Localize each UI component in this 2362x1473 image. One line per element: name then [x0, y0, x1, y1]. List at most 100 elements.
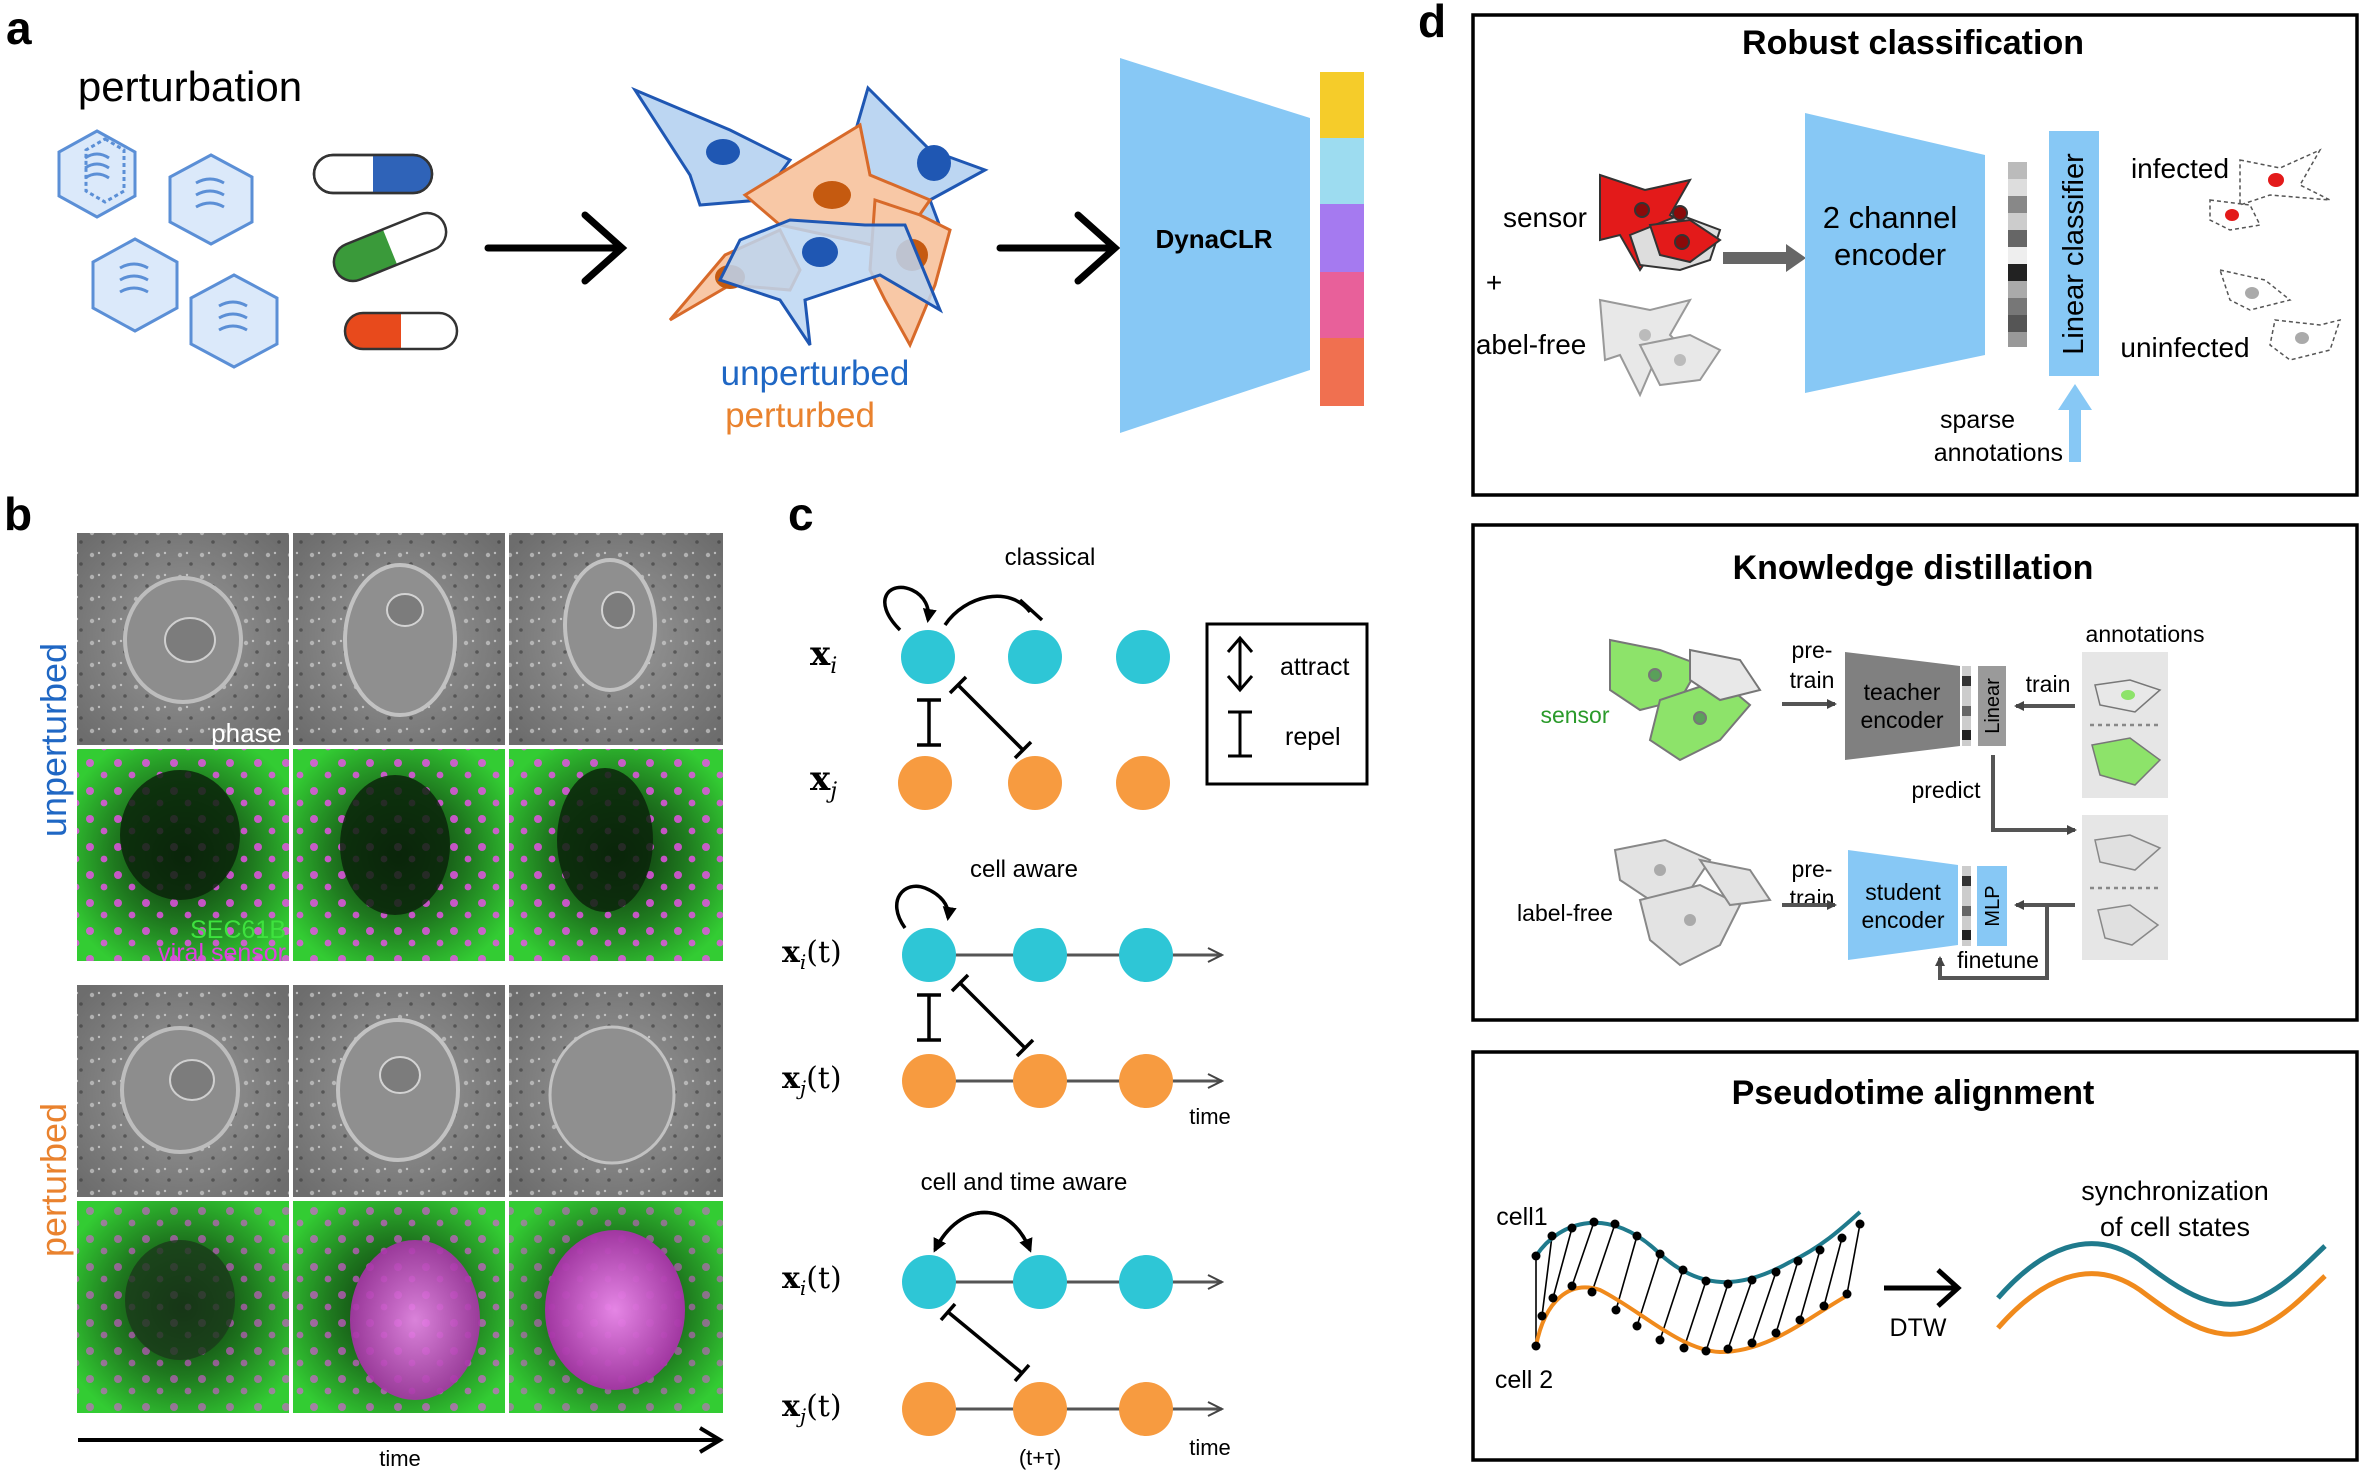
embedding-vector: [2008, 162, 2027, 347]
embedding-node-j: [1119, 1054, 1173, 1108]
synced-cell2: [1996, 1271, 2327, 1337]
predict-arrow: [1991, 755, 2077, 835]
embedding-node-i: [902, 1255, 956, 1309]
tau-label: (t+τ): [1019, 1445, 1061, 1470]
annotations-label: annotations: [1934, 439, 2063, 467]
panel-d-letter: d: [1418, 0, 1446, 47]
embedding-node-i: [1008, 630, 1062, 684]
perturbed-row-label: perturbed: [33, 1103, 74, 1257]
embedding-node-j: [1013, 1054, 1067, 1108]
pill-icon: [343, 311, 459, 351]
sensor-cells: [1599, 173, 1722, 272]
sensor-label-d: sensor: [1540, 702, 1609, 728]
classical-relations: [883, 585, 1044, 760]
embedding-node-j: [902, 1382, 956, 1436]
teacher-embedding: [1962, 666, 1971, 746]
linear-label: Linear: [1982, 678, 2004, 734]
unperturbed-label: unperturbed: [721, 354, 910, 393]
predict-label: predict: [1911, 777, 1981, 803]
knowledge-distillation-box: Knowledge distillation sensor label-free…: [1471, 523, 2359, 1022]
label-free-cells-d: [1613, 838, 1772, 967]
xj-t-label: xj(t): [782, 1389, 842, 1428]
embedding-node-i: [902, 928, 956, 982]
panel-b: b unperturbed perturbed: [4, 488, 724, 1471]
arrow-right-icon: [1884, 1268, 1962, 1308]
teacher-label-1: teacher: [1864, 679, 1941, 705]
microscopy-grid: phase SEC61B viral sensor: [77, 533, 723, 1413]
fluorescence-image: [509, 1201, 723, 1413]
cell1-label: cell1: [1496, 1203, 1547, 1231]
sync-label-1: synchronization: [2081, 1176, 2269, 1206]
sensor-cells-green: [1609, 638, 1762, 762]
phase-image: [509, 985, 723, 1197]
xi-t-label: xi(t): [782, 935, 842, 974]
teacher-label-2: encoder: [1860, 707, 1943, 733]
pill-icon: [332, 211, 448, 283]
panel-a-letter: a: [6, 2, 32, 54]
repel-label: repel: [1285, 723, 1341, 751]
two-channel-encoder: [1805, 113, 1985, 393]
classical-label: classical: [1005, 544, 1096, 571]
virus-icon: [189, 273, 279, 369]
encoder-label-2: encoder: [1834, 237, 1946, 272]
pretrain-label-2b: train: [1790, 885, 1835, 911]
cell-shape: [2091, 737, 2162, 786]
plus-label: +: [1486, 267, 1502, 298]
cell-aware-relations: [894, 884, 1035, 1058]
teacher-encoder: [1845, 652, 1960, 760]
phase-image: [293, 985, 505, 1197]
sparse-label: sparse: [1940, 406, 2015, 434]
dynaclr-encoder: [1120, 58, 1310, 433]
time-label: time: [379, 1446, 421, 1471]
embedding-node-i: [901, 630, 955, 684]
train-label: train: [2026, 671, 2071, 697]
virus-icon: [91, 237, 179, 333]
infected-cells: [2209, 148, 2331, 231]
embedding-node-i: [1116, 630, 1170, 684]
dynaclr-label: DynaCLR: [1155, 224, 1272, 254]
dtw-warping-lines: [1535, 1221, 1861, 1352]
robust-classification-box: Robust classification sensor + label-fre…: [1470, 13, 2359, 497]
embedding-node-j: [902, 1054, 956, 1108]
distill-title: Knowledge distillation: [1733, 549, 2094, 587]
xi-label: xi: [810, 634, 837, 679]
sync-label-2: of cell states: [2100, 1212, 2250, 1242]
embedding-node-j: [1116, 756, 1170, 810]
fluorescence-image: [293, 1201, 505, 1413]
panel-c-letter: c: [788, 488, 814, 540]
pill-icon: [312, 153, 434, 195]
pseudotime-alignment-box: Pseudotime alignment cell1 cell 2: [1471, 1050, 2359, 1462]
infected-label: infected: [2131, 153, 2229, 184]
alignment-points: [1531, 1217, 1865, 1356]
embedding-node-j: [898, 756, 952, 810]
cell-time-aware-label: cell and time aware: [921, 1169, 1128, 1196]
panel-b-letter: b: [4, 488, 32, 540]
embedding-node-i: [1119, 1255, 1173, 1309]
time-label-c1: time: [1189, 1104, 1231, 1129]
label-free-label: label-free: [1470, 329, 1587, 360]
sec61b-label: SEC61B: [190, 916, 286, 944]
unperturbed-row-label: unperturbed: [33, 643, 74, 837]
annotations-label-d: annotations: [2086, 621, 2205, 647]
phase-image: [77, 533, 289, 745]
mlp-head: [1977, 866, 2007, 946]
finetune-label: finetune: [1957, 947, 2039, 973]
student-label-2: encoder: [1861, 907, 1944, 933]
xj-t-label: xj(t): [782, 1061, 842, 1100]
embedding-node-i: [1119, 928, 1173, 982]
arrow-head: [2058, 384, 2092, 410]
robust-title: Robust classification: [1742, 24, 2084, 62]
pretrain-label-2a: pre-: [1792, 856, 1833, 882]
fluorescence-image: [509, 749, 723, 961]
virus-icon: [57, 129, 137, 219]
cell-cluster: [631, 85, 989, 349]
xi-t-label: xi(t): [782, 1261, 842, 1300]
pretrain-label-1b: train: [1790, 667, 1835, 693]
embedding-node-j: [1008, 756, 1062, 810]
perturbed-label: perturbed: [725, 396, 875, 435]
panel-c: c classical xi xj: [782, 488, 1369, 1470]
viral-sensor-label: viral sensor: [158, 939, 286, 967]
pretrain-label-1a: pre-: [1792, 637, 1833, 663]
embedding-node-j: [1013, 1382, 1067, 1436]
